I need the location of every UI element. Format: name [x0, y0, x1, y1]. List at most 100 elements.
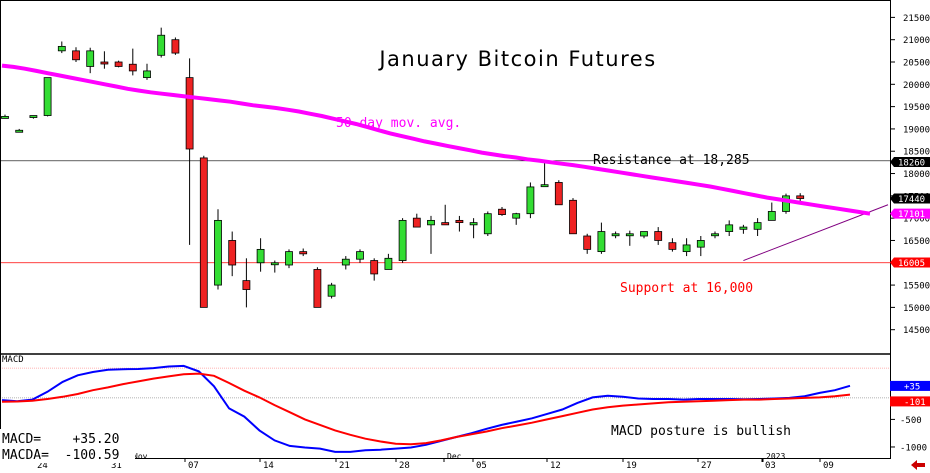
x-tick-label-09: 09	[823, 461, 834, 471]
candle-body	[540, 184, 549, 188]
candle	[696, 236, 705, 257]
candle	[412, 213, 421, 228]
candle-body	[640, 231, 648, 237]
x-tick-label-05: 05	[476, 461, 487, 471]
candle	[441, 204, 450, 226]
price-flag-bg	[890, 208, 930, 219]
x-tick-label-14: 14	[263, 461, 274, 471]
candle-body	[1, 116, 9, 119]
x-tick-label-Nov: Nov	[133, 452, 148, 461]
candle	[554, 180, 563, 206]
macda-readout: MACDA= -100.59	[2, 448, 119, 463]
candle-body	[270, 262, 279, 266]
candle	[86, 47, 95, 74]
macd-flag-text: +35	[904, 382, 920, 392]
candle-body	[370, 260, 379, 275]
candle-body	[143, 70, 151, 79]
candle	[782, 193, 790, 214]
candle-body	[199, 157, 208, 308]
candle	[640, 231, 648, 239]
macd-flag-text: -101	[904, 398, 926, 408]
candle-body	[327, 284, 336, 297]
macd-y-tick-label--1000: -1000	[900, 443, 927, 453]
y-tick-label-21500: 21500	[903, 14, 930, 24]
candle-body	[554, 182, 563, 206]
candle-body	[611, 233, 620, 237]
candle	[228, 231, 237, 277]
candle	[725, 220, 734, 236]
candle-body	[498, 208, 506, 215]
candle-body	[569, 199, 577, 235]
macd-flag: -101	[890, 396, 930, 408]
candle-body	[469, 222, 478, 226]
candle-body	[228, 240, 237, 266]
chart-frame	[0, 0, 891, 459]
candlesticks	[1, 27, 805, 308]
price-flag-bg	[890, 156, 930, 167]
y-tick-label-20500: 20500	[903, 59, 930, 69]
candle	[611, 231, 620, 239]
level-lines	[0, 160, 890, 264]
candle-body	[455, 219, 464, 224]
y-tick-label-19000: 19000	[903, 125, 930, 135]
y-tick-label-19500: 19500	[903, 103, 930, 113]
x-tick-label-31: 31	[111, 461, 122, 471]
candle	[313, 267, 322, 308]
candle-body	[86, 50, 95, 67]
price-flags: 18260 17440 17101 16005 +35 -101	[890, 156, 930, 408]
x-tick-label-03: 03	[765, 461, 776, 471]
candle-body	[157, 34, 166, 56]
candle	[796, 193, 805, 202]
candle	[29, 115, 38, 119]
candle	[739, 224, 748, 234]
candle	[427, 215, 435, 254]
y-tick-label-18000: 18000	[903, 170, 930, 180]
candle	[753, 218, 762, 236]
y-tick-label-18500: 18500	[903, 148, 930, 158]
candle	[157, 27, 166, 58]
candle	[171, 37, 180, 55]
candle	[15, 128, 24, 133]
macd-lines	[1, 364, 851, 453]
candle	[512, 212, 521, 225]
x-tick-label-27: 27	[701, 461, 712, 471]
candle-body	[128, 63, 137, 72]
y-tick-label-21000: 21000	[903, 36, 930, 46]
macd-y-tick-label--500: -500	[900, 416, 922, 426]
candle	[100, 51, 109, 69]
candle	[370, 258, 379, 281]
macd-line-macd	[1, 364, 851, 453]
y-tick-label-15000: 15000	[903, 304, 930, 314]
candle-body	[625, 233, 634, 237]
price-flag: 18260	[890, 156, 930, 168]
candle-body	[526, 186, 535, 215]
candle	[143, 63, 151, 80]
candle	[469, 218, 478, 239]
candle	[327, 282, 336, 299]
candle-body	[654, 231, 663, 241]
candle	[569, 198, 577, 235]
left-arrow-icon[interactable]	[911, 460, 925, 470]
candle-body	[739, 226, 748, 230]
price-flag-bg	[890, 193, 930, 204]
candle	[583, 233, 592, 254]
candle-body	[57, 45, 66, 52]
candle-body	[256, 248, 265, 264]
macd-flag-bg	[890, 396, 930, 407]
price-flag-text: 18260	[898, 158, 925, 168]
price-flag: 17101	[890, 208, 930, 220]
candle-body	[29, 115, 38, 118]
x-tick-label-2023: 2023	[766, 452, 785, 461]
macd-flag-bg	[890, 380, 930, 391]
price-flag-bg	[890, 257, 930, 268]
candle	[128, 48, 137, 76]
candle	[1, 114, 9, 119]
candle-body	[15, 129, 24, 133]
candle-body	[242, 280, 251, 290]
candle	[185, 58, 194, 245]
candle-body	[483, 213, 492, 235]
candle	[398, 218, 407, 263]
candle	[498, 207, 506, 216]
y-tick-label-15500: 15500	[903, 282, 930, 292]
